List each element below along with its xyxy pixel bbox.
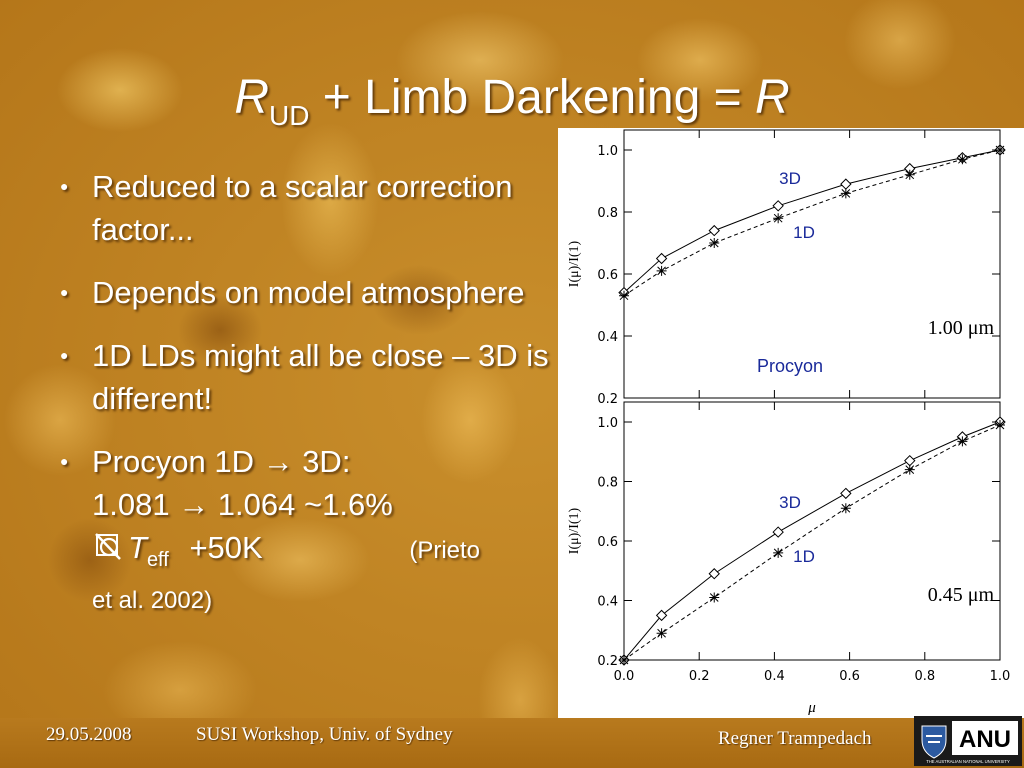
procyon-line-2: 1.081 → 1.064 ~1.6%	[92, 487, 393, 522]
data-point	[840, 503, 851, 514]
citation-part-1: (Prieto	[409, 537, 481, 564]
bullet-text: Depends on model atmosphere	[92, 275, 525, 310]
y-tick-label: 0.2	[597, 392, 618, 407]
footer-bar	[0, 718, 1024, 768]
data-point	[656, 265, 667, 276]
data-point	[708, 568, 720, 580]
data-point	[656, 628, 667, 639]
y-tick-label: 0.8	[597, 206, 618, 221]
star-label: Procyon	[757, 356, 823, 376]
bullet-list: Reduced to a scalar correction factor...…	[56, 165, 556, 638]
series-line-3D	[623, 421, 1001, 661]
y-axis-label: I(μ)/I(1)	[567, 507, 582, 554]
data-point	[772, 200, 784, 212]
data-point	[904, 464, 915, 475]
data-point	[773, 547, 784, 558]
title-ud-subscript: UD	[268, 100, 310, 131]
x-tick-label: 0.8	[914, 669, 935, 684]
title-middle-text: + Limb Darkening =	[309, 71, 756, 124]
data-point	[619, 655, 629, 665]
citation: (Prieto	[409, 537, 480, 564]
limb-darkening-plots: 0.2 0.4 0.6 0.8 1.0 I(μ)/I(1) 3D 1D 1.00 μm Procy…	[567, 129, 1011, 716]
y-axis-label: I(μ)/I(1)	[567, 240, 582, 287]
teff-letter: T	[128, 530, 147, 565]
data-point	[773, 213, 784, 224]
y-tick-label: 0.6	[597, 535, 618, 550]
title-r-symbol: R	[234, 71, 269, 124]
data-point	[957, 154, 968, 165]
series-label-3d: 3D	[779, 169, 801, 188]
data-point	[709, 238, 720, 248]
series-label-1d: 1D	[793, 223, 815, 242]
footer-date: 29.05.2008	[46, 724, 132, 745]
data-point	[904, 454, 916, 467]
wavelength-label: 1.00 μm	[928, 317, 995, 339]
data-point	[995, 419, 1005, 430]
broken-hint-icon	[95, 533, 121, 560]
wavelength-label: 0.45 μm	[928, 584, 995, 606]
bullet-item: Reduced to a scalar correction factor...	[56, 165, 556, 251]
y-tick-label: 1.0	[597, 416, 618, 431]
series-line-1D	[623, 424, 1001, 661]
series-label-3d: 3D	[779, 493, 801, 512]
y-tick-label: 0.2	[597, 654, 618, 669]
data-point	[619, 290, 629, 301]
limb-darkening-figure: 0.2 0.4 0.6 0.8 1.0 I(μ)/I(1) 3D 1D 1.00 μm Procy…	[558, 128, 1024, 718]
footer-event: SUSI Workshop, Univ. of Sydney	[196, 724, 453, 745]
x-tick-label: 0.6	[839, 669, 860, 684]
anu-logo-tagline: THE AUSTRALIAN NATIONAL UNIVERSITY	[926, 759, 1010, 764]
x-tick-label: 0.2	[689, 669, 710, 684]
data-point	[840, 487, 852, 500]
x-tick-label: 1.0	[990, 669, 1011, 684]
plot-frame	[623, 129, 1001, 399]
anu-logo: ANU THE AUSTRALIAN NATIONAL UNIVERSITY	[914, 716, 1022, 766]
anu-logo-text: ANU	[959, 726, 1011, 753]
y-tick-label: 0.8	[597, 476, 618, 491]
y-tick-label: 0.4	[597, 595, 618, 610]
slide-title: RUD + Limb Darkening = R	[0, 58, 1024, 156]
teff-symbol: Teff	[128, 530, 169, 571]
bullet-item: Depends on model atmosphere	[56, 271, 556, 314]
y-tick-label: 1.0	[597, 144, 618, 159]
bullet-text: 1D LDs might all be close – 3D is differ…	[92, 338, 549, 416]
title-r-result: R	[755, 71, 790, 124]
x-tick-label: 0.0	[614, 669, 635, 684]
data-point	[957, 436, 968, 447]
citation-continued: et al. 2002)	[92, 587, 213, 614]
teff-change: +50K	[189, 530, 263, 565]
x-axis-label: μ	[807, 700, 816, 716]
data-point	[995, 145, 1005, 155]
data-point	[655, 252, 668, 265]
teff-subscript: eff	[146, 549, 169, 571]
series-label-1d: 1D	[793, 547, 815, 566]
data-point	[708, 224, 720, 237]
bullet-item: 1D LDs might all be close – 3D is differ…	[56, 334, 556, 420]
data-point	[709, 592, 720, 603]
data-point	[904, 169, 915, 180]
footer-author: Regner Trampedach	[718, 728, 872, 749]
x-tick-label: 0.4	[764, 669, 785, 684]
data-point	[840, 178, 852, 190]
y-tick-label: 0.4	[597, 330, 618, 345]
bullet-item: Procyon 1D → 3D: 1.081 → 1.064 ~1.6% Tef…	[56, 440, 556, 618]
procyon-line-1: Procyon 1D → 3D:	[92, 444, 351, 479]
bullet-text: Reduced to a scalar correction factor...	[92, 169, 513, 247]
data-point	[772, 526, 784, 538]
plot-frame	[623, 401, 1001, 661]
y-tick-label: 0.6	[597, 268, 618, 283]
series-line-1D	[623, 149, 1001, 297]
data-point	[655, 609, 668, 622]
data-point	[840, 188, 851, 199]
series-line-3D	[623, 149, 1001, 293]
